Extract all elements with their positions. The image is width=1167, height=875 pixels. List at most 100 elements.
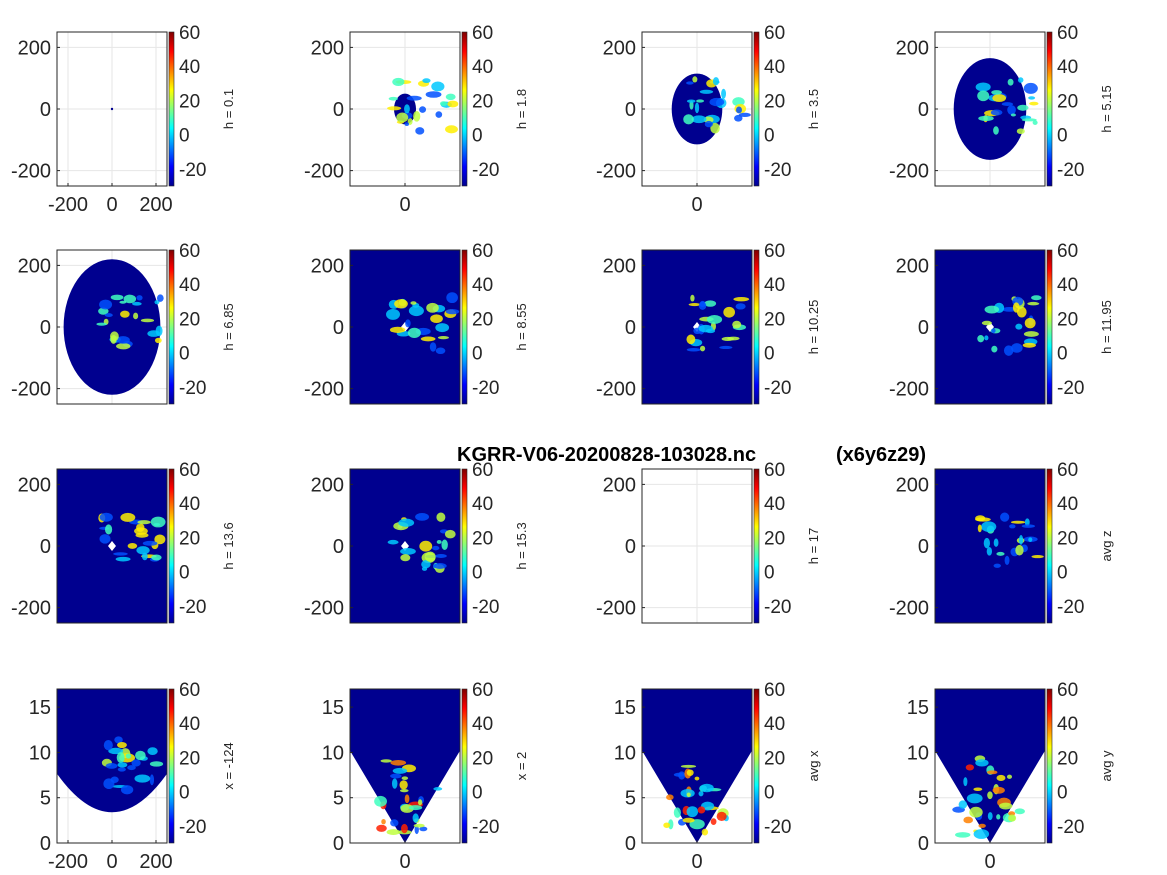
echo-cell <box>154 534 166 545</box>
echo-cell <box>966 793 983 804</box>
colorbar-label: h = 11.95 <box>1099 300 1114 354</box>
echo-cell <box>1015 544 1024 556</box>
colorbar-tick-label: 60 <box>1057 23 1078 44</box>
echo-cell <box>413 823 425 828</box>
echo-cell <box>992 94 1007 103</box>
echo-cell <box>699 89 714 94</box>
echo-cell <box>392 77 405 87</box>
echo-cell <box>986 770 998 775</box>
echo-cell <box>999 802 1013 810</box>
echo-cell <box>433 563 447 569</box>
echo-cell <box>390 759 407 766</box>
echo-cell <box>1024 518 1030 527</box>
subplot-15: 0 5 10 15 0 -20 0 20 40 60 avg x <box>614 680 821 873</box>
echo-cell <box>391 778 398 789</box>
x-tick-label: -200 <box>48 851 88 873</box>
echo-cell <box>688 303 701 307</box>
y-tick-label: -200 <box>596 598 636 620</box>
echo-cell <box>99 534 111 544</box>
colorbar-gradient <box>168 468 175 624</box>
echo-cell <box>955 832 971 838</box>
echo-cell <box>1031 295 1042 301</box>
colorbar-tick-label: 60 <box>1057 680 1078 701</box>
echo-cell <box>114 736 123 744</box>
heatmap-field <box>642 250 752 404</box>
heatmap-field <box>671 73 751 145</box>
echo-cell <box>694 102 700 114</box>
colorbar-tick-label: 60 <box>764 23 785 44</box>
y-tick-label: 0 <box>333 833 344 855</box>
colorbar-label: h = 17 <box>806 528 821 565</box>
colorbar-gradient <box>753 688 760 844</box>
y-tick-label: 200 <box>603 255 636 277</box>
echo-cell <box>445 309 460 315</box>
echo-cell <box>429 342 437 352</box>
colorbar-gradient <box>168 31 175 187</box>
echo-cell <box>440 101 448 107</box>
y-tick-label: 5 <box>918 788 929 810</box>
echo-cell <box>1028 537 1033 542</box>
heatmap-field <box>935 469 1045 623</box>
echo-cell <box>705 328 716 334</box>
echo-cell <box>435 347 446 355</box>
colorbar-tick-label: 20 <box>179 528 200 549</box>
echo-cell <box>987 812 993 821</box>
colorbar-label: h = 0.1 <box>221 89 236 129</box>
echo-cell <box>155 325 163 337</box>
colorbar-label: h = 5.15 <box>1099 85 1114 132</box>
colorbar: -20 0 20 40 60 h = 6.85 <box>168 241 236 405</box>
y-tick-label: -200 <box>596 161 636 183</box>
colorbar-tick-label: 20 <box>472 91 493 112</box>
echo-cell <box>387 539 399 545</box>
y-tick-label: -200 <box>889 379 929 401</box>
echo-cell <box>958 800 968 809</box>
echo-cell <box>398 518 415 527</box>
colorbar-gradient <box>753 249 760 405</box>
echo-cell <box>387 106 402 111</box>
echo-cell <box>103 778 115 790</box>
echo-cell <box>117 741 127 749</box>
x-tick-label: 0 <box>691 851 702 873</box>
echo-cell <box>1021 118 1037 122</box>
echo-cell <box>698 301 707 310</box>
x-tick-label: 0 <box>691 194 702 216</box>
echo-cell <box>1017 77 1024 83</box>
y-tick-label: -200 <box>304 161 344 183</box>
y-tick-label: 10 <box>907 742 929 764</box>
y-tick-label: 10 <box>29 742 51 764</box>
echo-cell <box>983 537 990 549</box>
colorbar-label: h = 6.85 <box>221 303 236 350</box>
colorbar-tick-label: -20 <box>1057 378 1084 399</box>
colorbar: -20 0 20 40 60 h = 17 <box>753 460 821 624</box>
echo-cell <box>133 312 139 320</box>
echo-cell <box>415 512 430 521</box>
echo-cell <box>446 292 458 304</box>
echo-cell <box>404 794 410 804</box>
echo-cell <box>444 529 456 539</box>
y-tick-label: -200 <box>11 161 51 183</box>
echo-cell <box>969 806 983 818</box>
echo-cell <box>704 300 717 307</box>
echo-cell <box>132 301 142 306</box>
colorbar-tick-label: -20 <box>472 597 499 618</box>
colorbar-gradient <box>1046 31 1053 187</box>
colorbar-tick-label: 0 <box>1057 344 1068 365</box>
colorbar-tick-label: 40 <box>1057 57 1078 78</box>
colorbar-tick-label: 0 <box>179 783 190 804</box>
echo-cell <box>736 106 742 114</box>
echo-cell <box>1003 345 1014 356</box>
echo-cell <box>1031 554 1044 559</box>
colorbar-tick-label: 60 <box>472 460 493 481</box>
echo-cell <box>723 306 735 318</box>
heatmap-field <box>953 58 1039 160</box>
y-tick-label: 0 <box>625 317 636 339</box>
echo-cell <box>447 100 459 108</box>
echo-cell <box>973 829 990 839</box>
echo-cell <box>686 347 701 352</box>
heatmap-field <box>935 250 1045 404</box>
heatmap-field <box>350 250 460 404</box>
